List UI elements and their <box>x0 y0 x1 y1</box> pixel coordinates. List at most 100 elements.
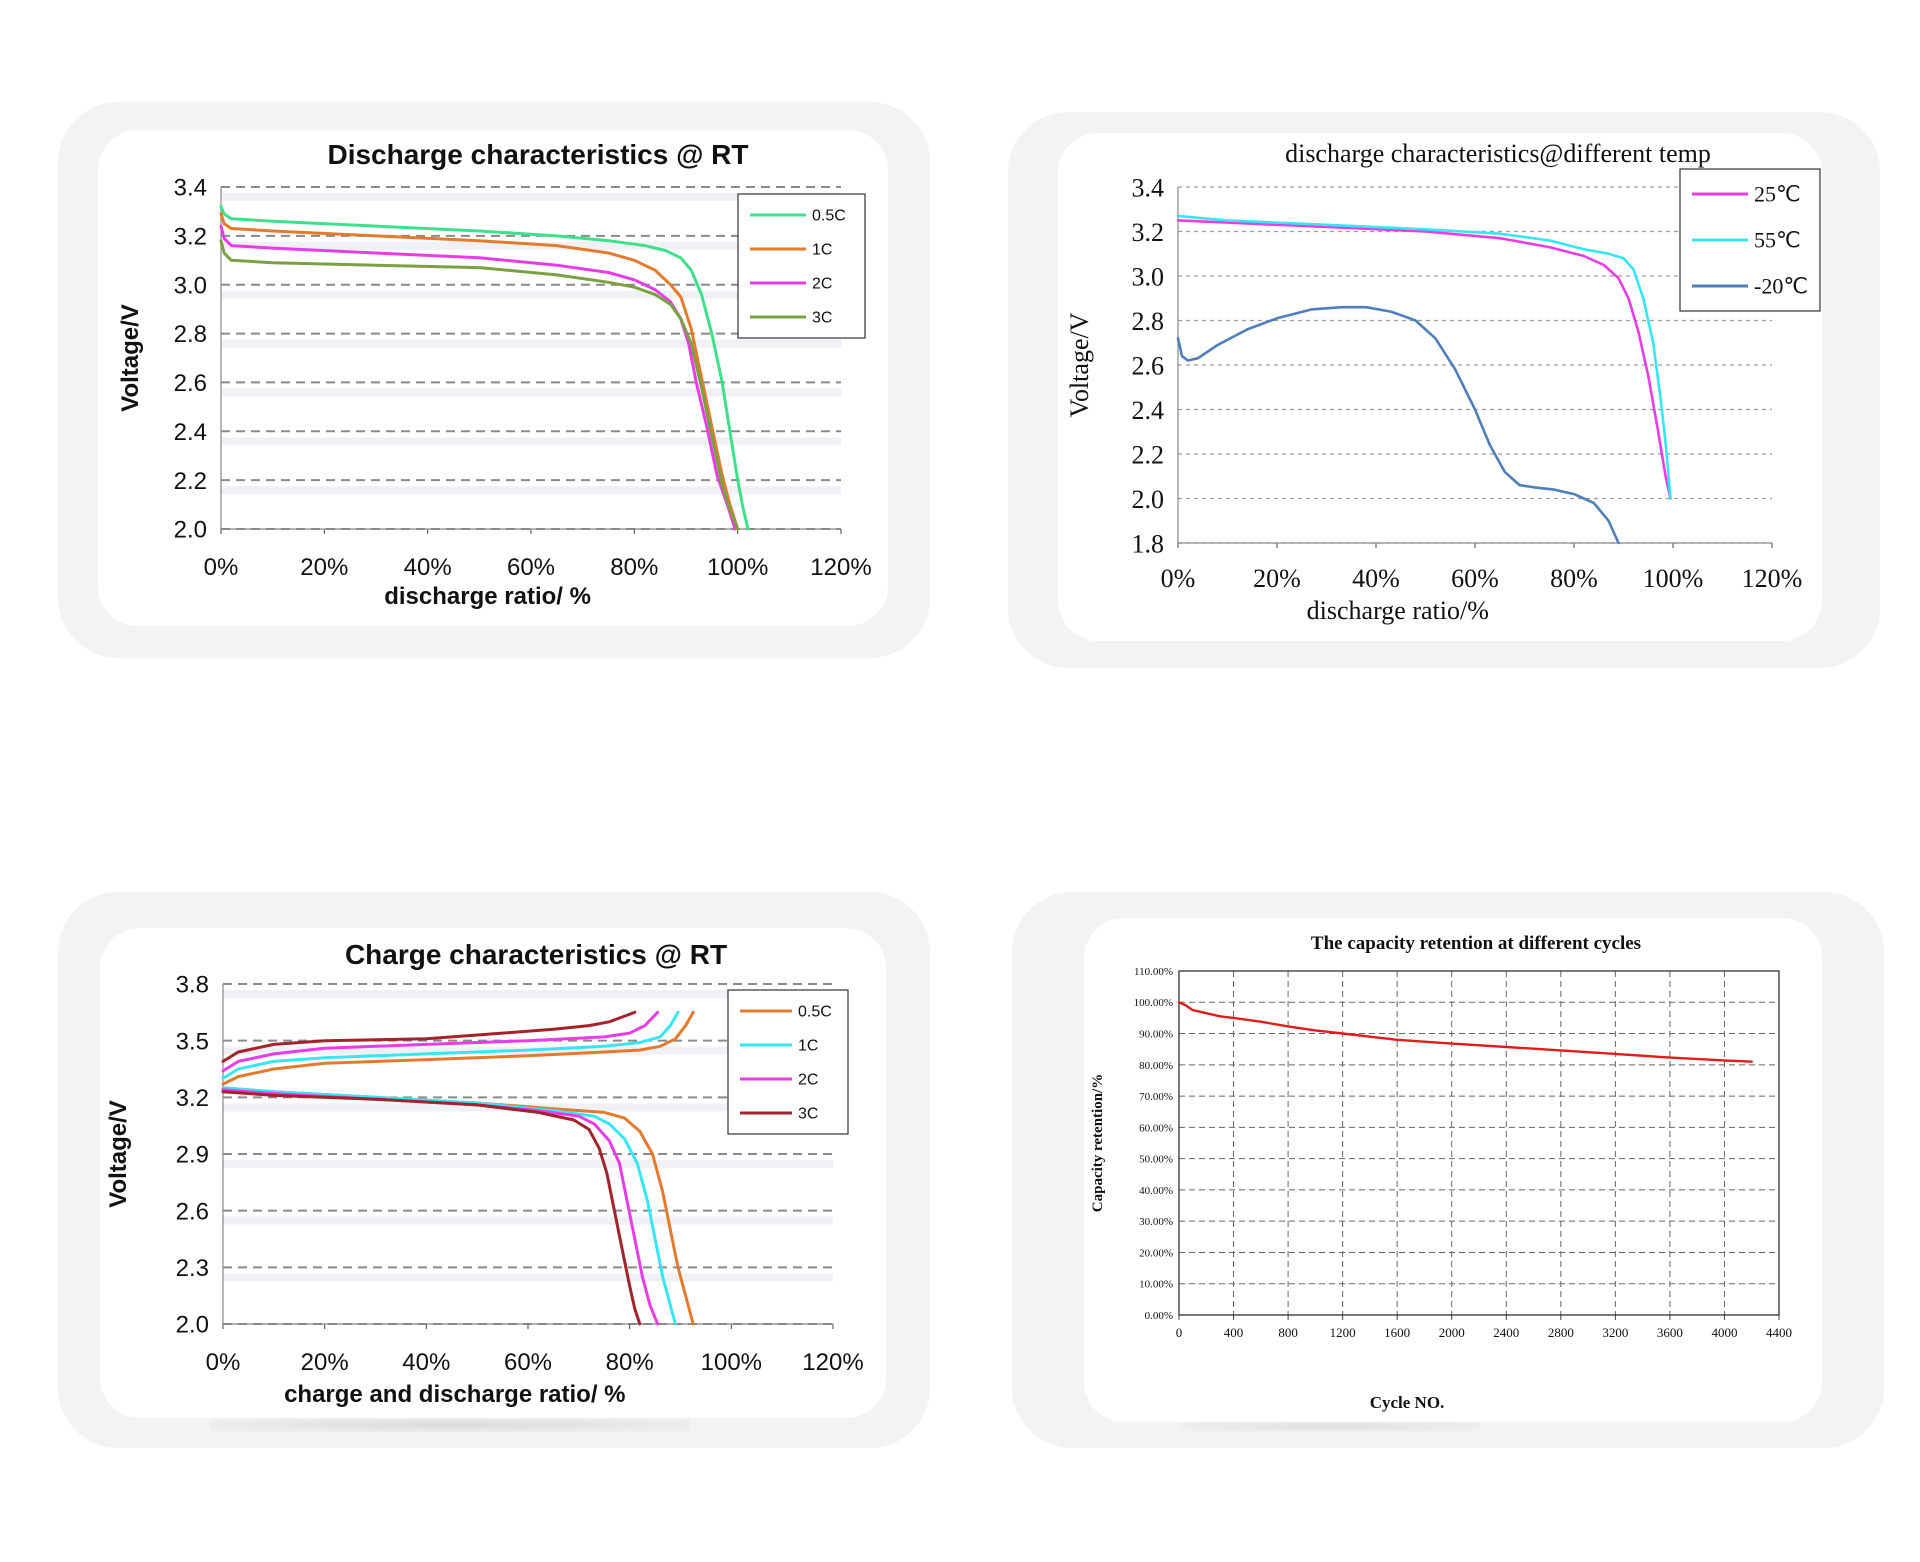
y-tick-label: 2.6 <box>1132 351 1165 380</box>
y-tick-label: 3.0 <box>174 272 207 299</box>
x-axis-label: discharge ratio/ % <box>384 583 591 610</box>
x-tick-label: 80% <box>606 1349 654 1376</box>
x-tick-label: 40% <box>1352 564 1400 593</box>
x-tick-label: 120% <box>1742 564 1803 593</box>
x-tick-label: 40% <box>402 1349 450 1376</box>
y-tick-label: 2.3 <box>176 1255 209 1282</box>
chart-title: Discharge characteristics @ RT <box>327 139 748 170</box>
x-tick-label: 120% <box>802 1349 863 1376</box>
y-tick-label: 10.00% <box>1139 1279 1173 1291</box>
series-line-2c-discharge <box>221 1088 660 1326</box>
y-tick-label: 2.0 <box>174 517 207 544</box>
y-tick-label: 110.00% <box>1134 966 1173 978</box>
legend-label: 3C <box>798 1106 818 1123</box>
y-tick-label: 80.00% <box>1139 1060 1173 1072</box>
y-axis-label: Voltage/V <box>105 1100 132 1208</box>
x-tick-label: 40% <box>404 554 452 581</box>
y-axis-label: Voltage/V <box>1065 312 1094 417</box>
series-line-25 <box>1176 219 1672 500</box>
x-tick-label: 60% <box>504 1349 552 1376</box>
chart-panel-charge-rt: Charge characteristics @ RT 2.0 2.3 2.6 2.9 3… <box>100 928 886 1418</box>
x-tick-label: 400 <box>1224 1325 1244 1340</box>
y-tick-label: 90.00% <box>1139 1029 1173 1041</box>
x-axis-label: Cycle NO. <box>1370 1393 1445 1412</box>
card-shadow <box>210 1418 690 1432</box>
x-tick-label: 3200 <box>1602 1325 1628 1340</box>
series-line-20 <box>1176 305 1620 545</box>
y-tick-label: 2.4 <box>1132 396 1165 425</box>
y-tick-label: 3.4 <box>1132 173 1165 202</box>
y-tick-label: 2.8 <box>1132 307 1165 336</box>
x-tick-label: 20% <box>1253 564 1301 593</box>
grid-band <box>223 990 833 998</box>
legend-box <box>737 193 866 339</box>
chart-title: Charge characteristics @ RT <box>345 939 727 970</box>
grid-band <box>223 1160 833 1168</box>
series-line-2c-charge <box>221 1010 660 1073</box>
charge-rt-chart: Charge characteristics @ RT 2.0 2.3 2.6 2.9 3… <box>105 939 864 1408</box>
grid-band <box>221 437 841 446</box>
y-axis-label: Capacity retention/% <box>1090 1074 1106 1212</box>
grid-band <box>221 388 841 397</box>
grid-band <box>223 1216 833 1225</box>
y-tick-label: 2.6 <box>176 1198 209 1225</box>
series-line-3c-discharge <box>221 1090 642 1326</box>
grid-band <box>221 241 841 250</box>
x-tick-label: 60% <box>1451 564 1499 593</box>
x-tick-label: 4000 <box>1711 1325 1737 1340</box>
series-line-05c-charge <box>221 1010 695 1086</box>
x-tick-label: 100% <box>701 1349 762 1376</box>
y-tick-label: 3.2 <box>176 1085 209 1112</box>
legend-label: 1C <box>798 1038 818 1055</box>
y-tick-label: 3.8 <box>176 972 209 999</box>
discharge-temp-chart: discharge characteristics@different temp… <box>1065 139 1821 625</box>
y-tick-label: 3.4 <box>174 175 207 202</box>
series-line-retention <box>1177 1001 1753 1063</box>
y-tick-label: 3.2 <box>1132 218 1165 247</box>
y-tick-label: 3.2 <box>174 223 207 250</box>
y-tick-label: 3.0 <box>1132 262 1165 291</box>
x-tick-label: 1200 <box>1330 1325 1356 1340</box>
legend-label: 25℃ <box>1754 182 1801 207</box>
x-tick-label: 0% <box>206 1349 241 1376</box>
y-tick-label: 3.5 <box>176 1028 209 1055</box>
x-tick-label: 1600 <box>1384 1325 1410 1340</box>
grid-band <box>221 290 841 299</box>
y-axis-label: Voltage/V <box>117 304 144 412</box>
x-tick-label: 2400 <box>1493 1325 1519 1340</box>
series-line-3c-charge <box>221 1010 637 1063</box>
y-tick-label: 2.6 <box>174 370 207 397</box>
series-line-2c <box>219 224 737 531</box>
chart-panel-discharge-temp: discharge characteristics@different temp… <box>1058 133 1822 641</box>
series-line-3c <box>219 239 740 531</box>
x-tick-label: 120% <box>810 554 871 581</box>
chart-title: discharge characteristics@different temp <box>1285 139 1711 168</box>
grid-band <box>221 339 841 348</box>
y-tick-label: 2.2 <box>1132 440 1165 469</box>
chart-panel-capacity-retention: The capacity retention at different cycl… <box>1084 918 1822 1422</box>
y-tick-label: 2.8 <box>174 321 207 348</box>
y-tick-label: 50.00% <box>1139 1154 1173 1166</box>
chart-panel-discharge-rt: Discharge characteristics @ RT 2.0 2.2 2.4 2… <box>98 130 888 626</box>
x-tick-label: 80% <box>610 554 658 581</box>
grid-band <box>223 1273 833 1282</box>
y-tick-label: 60.00% <box>1139 1122 1173 1134</box>
y-tick-label: 30.00% <box>1139 1216 1173 1228</box>
series-line-05c-discharge <box>221 1086 695 1326</box>
chart-title: The capacity retention at different cycl… <box>1311 933 1641 954</box>
legend-label: 2C <box>798 1072 818 1089</box>
series-line-55 <box>1176 214 1672 500</box>
x-tick-label: 0 <box>1176 1325 1183 1340</box>
legend-label: 0.5C <box>798 1004 832 1021</box>
y-tick-label: 70.00% <box>1139 1091 1173 1103</box>
series-line-1c-discharge <box>221 1086 677 1326</box>
legend-label: -20℃ <box>1754 274 1808 299</box>
x-tick-label: 2800 <box>1548 1325 1574 1340</box>
x-tick-label: 20% <box>301 1349 349 1376</box>
y-tick-label: 2.4 <box>174 419 207 446</box>
x-tick-label: 0% <box>204 554 239 581</box>
x-tick-label: 4400 <box>1766 1325 1792 1340</box>
y-tick-label: 2.9 <box>176 1142 209 1169</box>
x-tick-label: 3600 <box>1657 1325 1683 1340</box>
x-tick-label: 80% <box>1550 564 1598 593</box>
